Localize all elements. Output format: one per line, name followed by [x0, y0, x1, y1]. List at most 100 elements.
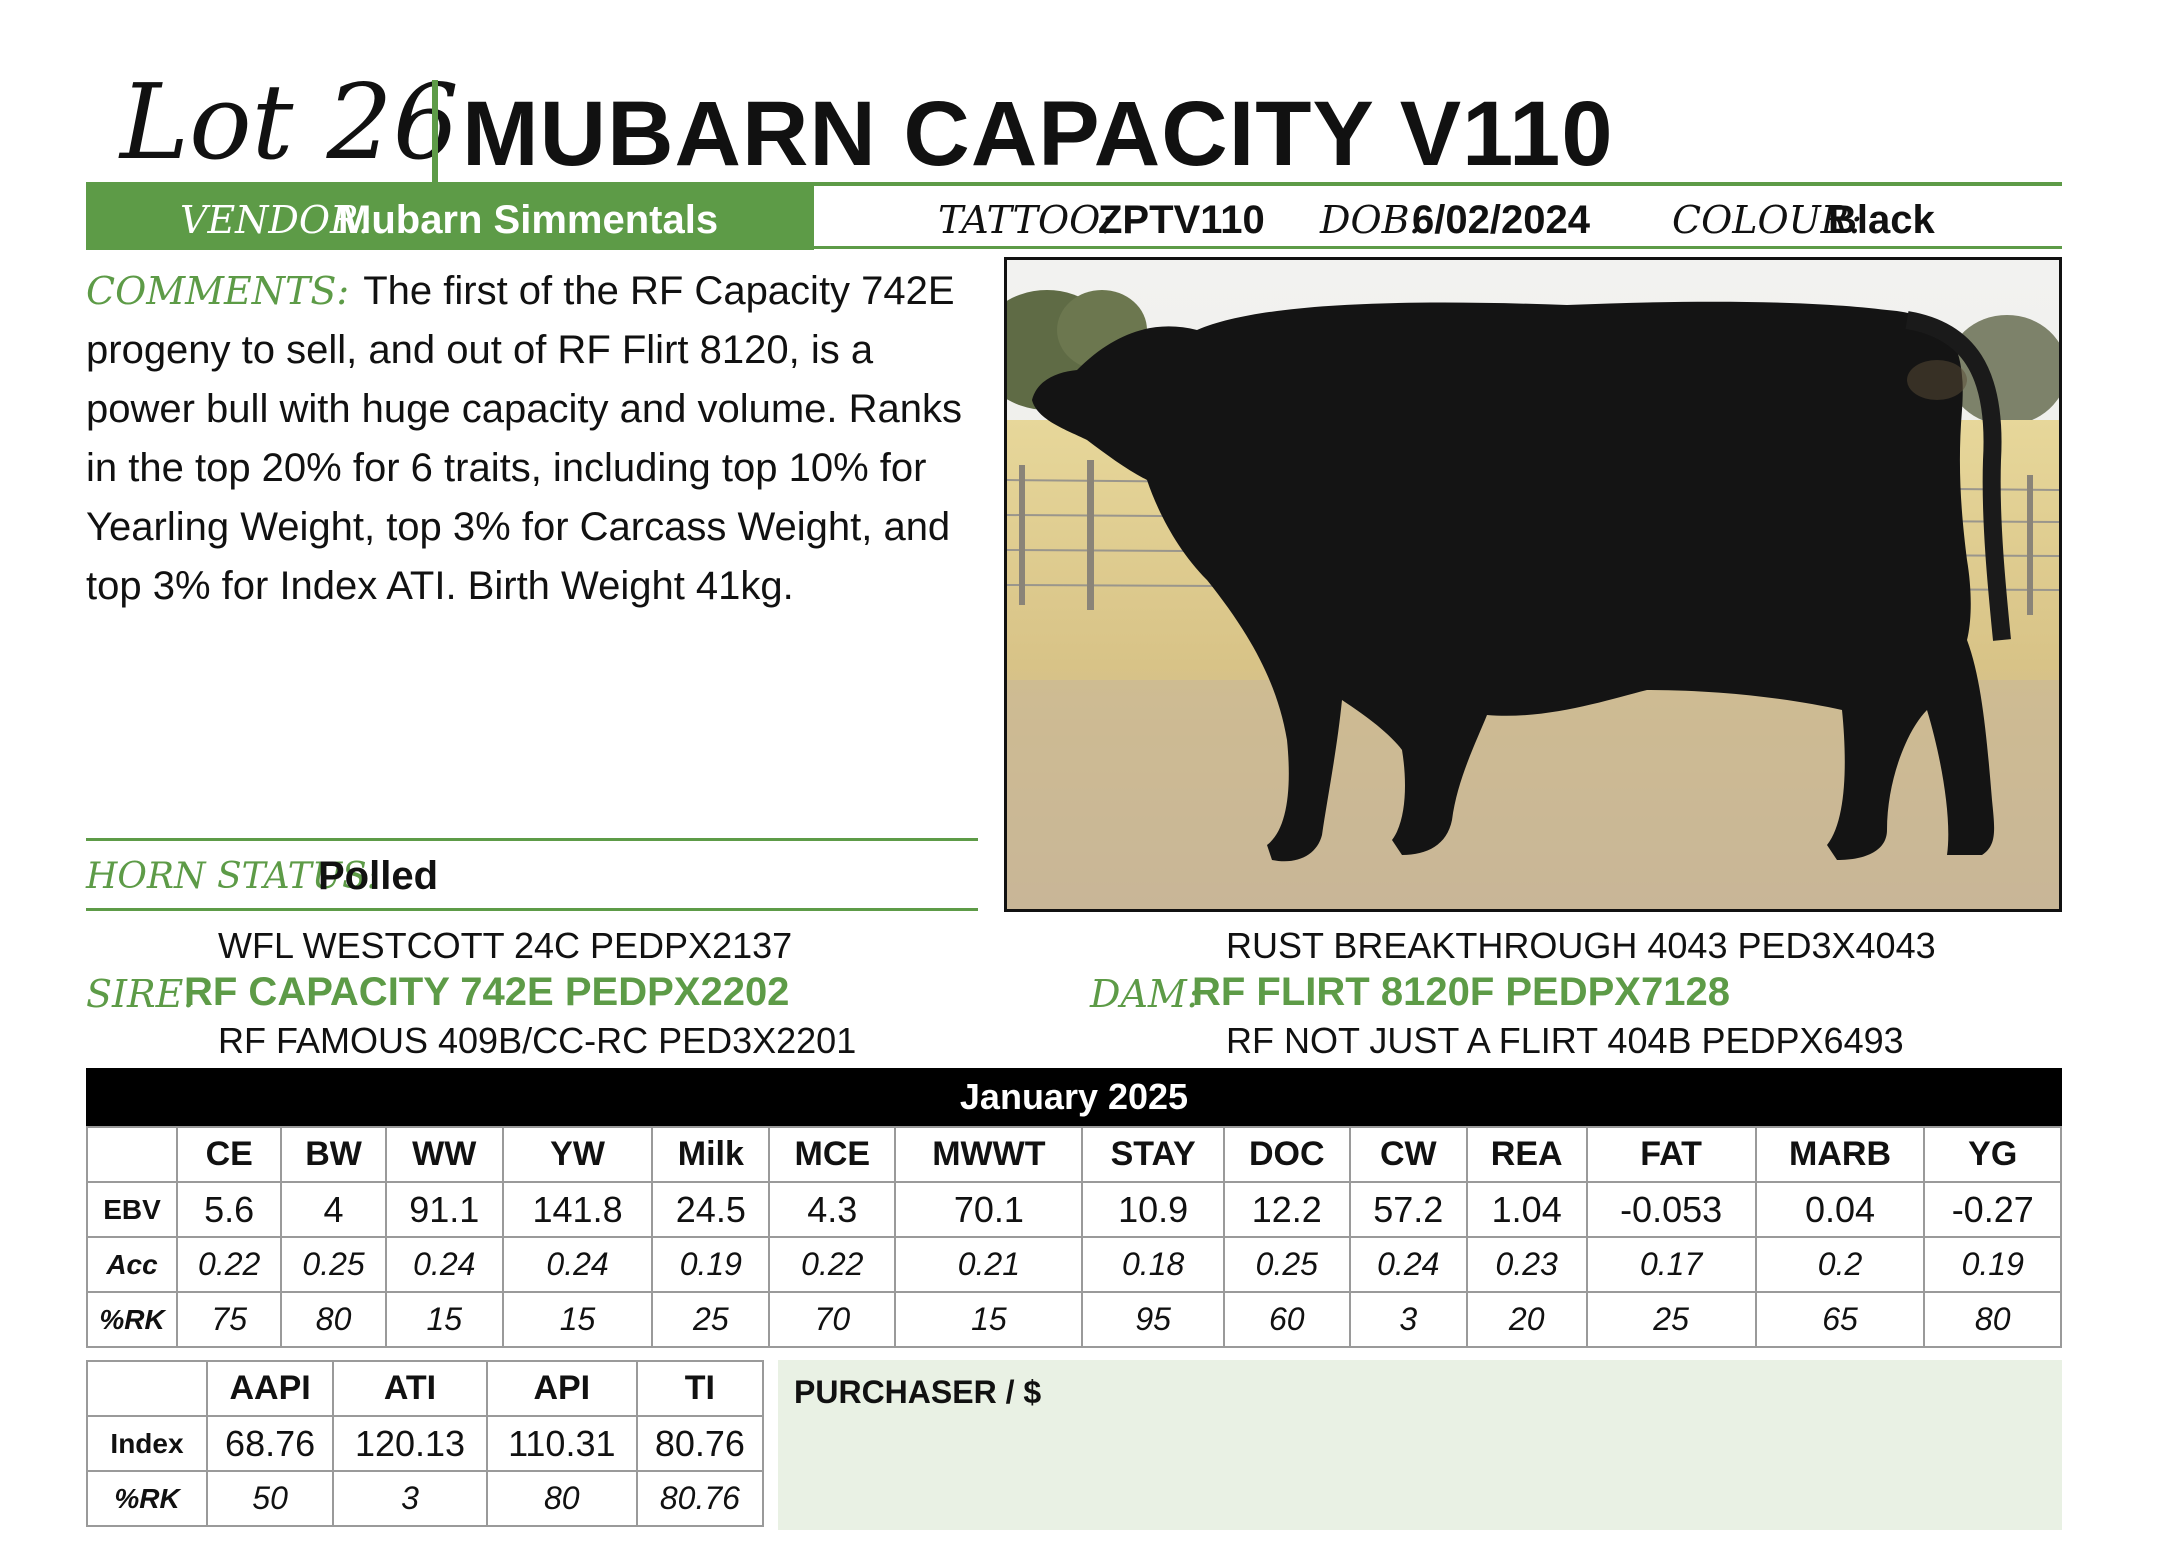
index-rank-row: %RK 50 3 80 80.76 — [86, 1470, 765, 1527]
acc-cell: 0.23 — [1465, 1236, 1588, 1293]
ebv-period-header: January 2025 — [86, 1068, 2062, 1126]
trait-header: FAT — [1585, 1126, 1757, 1183]
trait-header: YG — [1923, 1126, 2062, 1183]
rank-cell: 3 — [1348, 1291, 1468, 1348]
colour-caption: COLOUR: — [1672, 198, 1863, 242]
row-label: %RK — [86, 1291, 178, 1348]
rank-cell: 15 — [501, 1291, 654, 1348]
trait-header: BW — [280, 1126, 387, 1183]
horn-status-caption: HORN STATUS: — [86, 856, 379, 897]
rank-row: %RK 75 80 15 15 25 70 15 95 60 3 20 25 6… — [86, 1291, 2062, 1348]
ebv-trait-row: CE BW WW YW Milk MCE MWWT STAY DOC CW RE… — [86, 1126, 2062, 1183]
rank-cell: 70 — [768, 1291, 897, 1348]
sire-sire: WFL WESTCOTT 24C PEDPX2137 — [218, 925, 793, 966]
trait-header: Milk — [651, 1126, 771, 1183]
trait-header: MARB — [1754, 1126, 1926, 1183]
horn-status-value: Polled — [318, 854, 439, 898]
acc-cell: 0.24 — [384, 1236, 504, 1293]
ebv-cell: 10.9 — [1081, 1181, 1225, 1238]
index-rank-cell: 50 — [205, 1470, 335, 1527]
trait-header: REA — [1465, 1126, 1588, 1183]
vendor-name: Mubarn Simmentals — [338, 198, 719, 242]
ebv-cell: 91.1 — [384, 1181, 504, 1238]
meta-underline — [814, 246, 2062, 249]
ebv-values-row: EBV 5.6 4 91.1 141.8 24.5 4.3 70.1 10.9 … — [86, 1181, 2062, 1238]
ebv-corner-cell — [86, 1126, 178, 1183]
trait-header: YW — [501, 1126, 654, 1183]
ebv-table: CE BW WW YW Milk MCE MWWT STAY DOC CW RE… — [86, 1126, 2062, 1348]
rank-cell: 20 — [1465, 1291, 1588, 1348]
ebv-cell: -0.27 — [1923, 1181, 2062, 1238]
comments-block: COMMENTS: The first of the RF Capacity 74… — [86, 262, 976, 616]
acc-cell: 0.19 — [1923, 1236, 2062, 1293]
rank-cell: 95 — [1081, 1291, 1225, 1348]
animal-name-title: MUBARN CAPACITY V110 — [462, 83, 1614, 185]
index-rank-cell: 80 — [485, 1470, 638, 1527]
ebv-cell: 57.2 — [1348, 1181, 1468, 1238]
trait-header: MWWT — [894, 1126, 1084, 1183]
ebv-cell: 12.2 — [1222, 1181, 1351, 1238]
index-header-row: AAPI ATI API TI — [86, 1360, 765, 1417]
rank-cell: 80 — [280, 1291, 387, 1348]
sire-dam: RF FAMOUS 409B/CC-RC PED3X2201 — [218, 1020, 857, 1061]
acc-cell: 0.19 — [651, 1236, 771, 1293]
bull-photo — [1004, 257, 2062, 912]
tattoo-caption: TATTOO: — [938, 198, 1114, 242]
index-cell: 80.76 — [635, 1415, 765, 1472]
rank-cell: 80 — [1923, 1291, 2062, 1348]
dob-value: 6/02/2024 — [1412, 198, 1590, 242]
ebv-cell: -0.053 — [1585, 1181, 1757, 1238]
ebv-cell: 141.8 — [501, 1181, 654, 1238]
ebv-cell: 4 — [280, 1181, 387, 1238]
purchaser-box[interactable] — [778, 1360, 2062, 1530]
horn-rule-top — [86, 838, 978, 841]
sire-name: RF CAPACITY 742E PEDPX2202 — [184, 970, 790, 1014]
row-label: %RK — [86, 1470, 208, 1527]
acc-cell: 0.2 — [1754, 1236, 1926, 1293]
ebv-cell: 1.04 — [1465, 1181, 1588, 1238]
index-values-row: Index 68.76 120.13 110.31 80.76 — [86, 1415, 765, 1472]
index-header: TI — [635, 1360, 765, 1417]
row-label: Index — [86, 1415, 208, 1472]
colour-value: Black — [1828, 198, 1935, 242]
purchaser-label: PURCHASER / $ — [794, 1374, 1042, 1410]
trait-header: CE — [175, 1126, 283, 1183]
bull-illustration — [1007, 260, 2059, 909]
ebv-cell: 4.3 — [768, 1181, 897, 1238]
accuracy-row: Acc 0.22 0.25 0.24 0.24 0.19 0.22 0.21 0… — [86, 1236, 2062, 1293]
tattoo-value: ZPTV110 — [1098, 198, 1265, 242]
sire-caption: SIRE: — [86, 972, 197, 1016]
index-header: AAPI — [205, 1360, 335, 1417]
dam-sire: RUST BREAKTHROUGH 4043 PED3X4043 — [1226, 925, 1936, 966]
horn-rule-bottom — [86, 908, 978, 911]
rank-cell: 25 — [651, 1291, 771, 1348]
rank-cell: 15 — [894, 1291, 1084, 1348]
rank-cell: 60 — [1222, 1291, 1351, 1348]
row-label: EBV — [86, 1181, 178, 1238]
dam-dam: RF NOT JUST A FLIRT 404B PEDPX6493 — [1226, 1020, 1904, 1061]
header-rule — [86, 182, 2062, 186]
index-table: AAPI ATI API TI Index 68.76 120.13 110.3… — [86, 1360, 765, 1527]
trait-header: WW — [384, 1126, 504, 1183]
ebv-cell: 0.04 — [1754, 1181, 1926, 1238]
acc-cell: 0.24 — [501, 1236, 654, 1293]
acc-cell: 0.22 — [175, 1236, 283, 1293]
acc-cell: 0.25 — [280, 1236, 387, 1293]
comments-text: The first of the RF Capacity 742E progen… — [86, 269, 963, 608]
vendor-caption: VENDOR: — [180, 198, 372, 242]
index-corner-cell — [86, 1360, 208, 1417]
index-header: API — [485, 1360, 638, 1417]
rank-cell: 25 — [1585, 1291, 1757, 1348]
title-divider — [432, 80, 438, 184]
rank-cell: 65 — [1754, 1291, 1926, 1348]
index-rank-cell: 3 — [332, 1470, 488, 1527]
ebv-cell: 24.5 — [651, 1181, 771, 1238]
dam-name: RF FLIRT 8120F PEDPX7128 — [1192, 970, 1730, 1014]
trait-header: STAY — [1081, 1126, 1225, 1183]
trait-header: CW — [1348, 1126, 1468, 1183]
rank-cell: 75 — [175, 1291, 283, 1348]
acc-cell: 0.22 — [768, 1236, 897, 1293]
acc-cell: 0.24 — [1348, 1236, 1468, 1293]
ebv-cell: 70.1 — [894, 1181, 1084, 1238]
rank-cell: 15 — [384, 1291, 504, 1348]
